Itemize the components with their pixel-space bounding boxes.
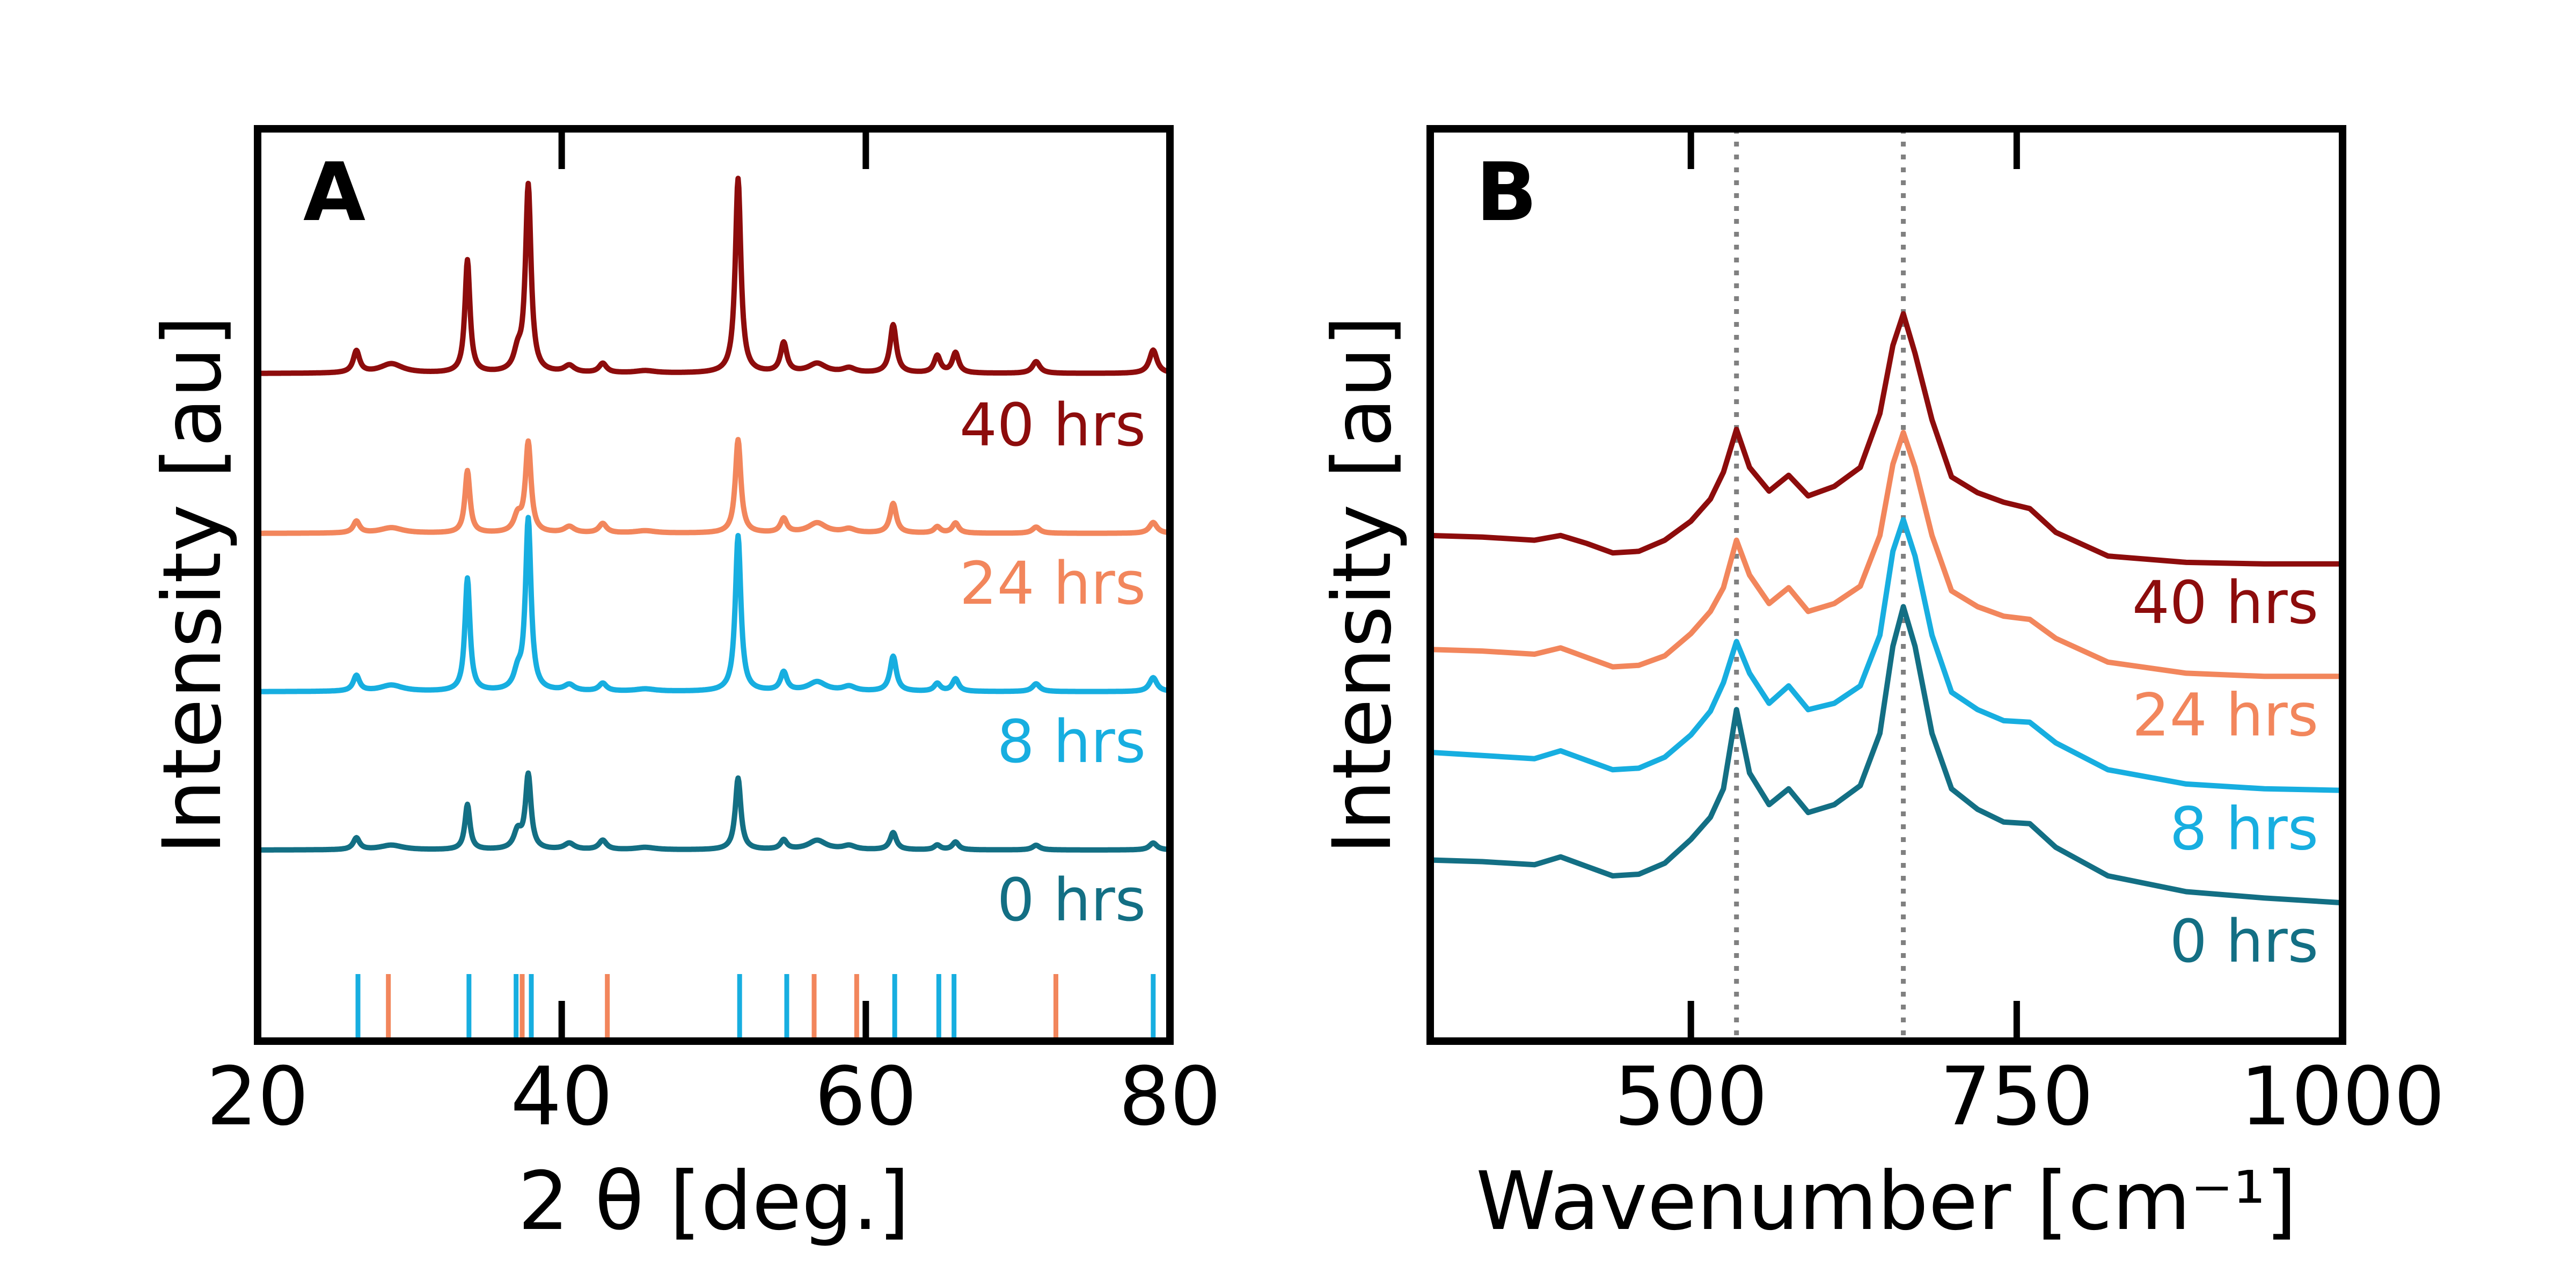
panel-b-x-tick-label-1: 750 — [1940, 1050, 2094, 1144]
panel-a-axis-ticks: 20 40 60 80 — [207, 129, 1221, 1144]
panel-b-axis-ticks: 500 750 1000 — [1614, 129, 2445, 1144]
panel-a-reference-ticks — [355, 974, 1156, 1037]
panel-a-series-group: 0 hrs 8 hrs 24 hrs 40 hrs — [255, 175, 1172, 934]
panel-b-x-tick-label-2: 1000 — [2240, 1050, 2445, 1144]
panel-b-series-label-3: 40 hrs — [2132, 568, 2318, 637]
panel-a-frame — [254, 125, 1174, 1045]
panel-b-series-2 — [1430, 430, 2343, 679]
panel-a-letter: A — [303, 146, 365, 239]
panel-a-x-tick-label-1: 40 — [510, 1050, 613, 1144]
panel-a-x-axis-label: 2 θ [deg.] — [518, 1155, 910, 1248]
panel-b-x-tick-label-0: 500 — [1614, 1050, 1768, 1144]
panel-b-series-label-1: 8 hrs — [2170, 795, 2318, 863]
panel-b-series-label-2: 24 hrs — [2132, 680, 2318, 749]
panel-b-series-1 — [1430, 517, 2343, 793]
panel-a-x-tick-label-3: 80 — [1119, 1050, 1221, 1144]
panel-a-series-label-0: 0 hrs — [997, 866, 1146, 934]
panel-a-series-0 — [255, 770, 1172, 853]
panel-b-series-0 — [1430, 604, 2343, 906]
panel-b-x-axis-label: Wavenumber [cm⁻¹] — [1476, 1155, 2297, 1248]
panel-b-letter: B — [1476, 146, 1537, 239]
panel-a-x-tick-label-2: 60 — [815, 1050, 917, 1144]
panel-a-x-tick-label-0: 20 — [207, 1050, 309, 1144]
panel-b-frame — [1426, 125, 2346, 1045]
panel-b-series-group: 0 hrs 8 hrs 24 hrs 40 hrs — [1430, 311, 2343, 976]
panel-a-series-1 — [255, 515, 1172, 694]
panel-a-series-3 — [255, 175, 1172, 376]
panel-a-y-axis-label: Intensity [au] — [146, 316, 239, 855]
panel-b-reference-lines — [1734, 129, 1906, 1041]
panel-b-series-label-0: 0 hrs — [2170, 907, 2318, 976]
panel-a-series-label-2: 24 hrs — [960, 549, 1146, 618]
panel-b-raman: 0 hrs 8 hrs 24 hrs 40 hrs 500 750 1000 B Wave… — [1316, 125, 2445, 1248]
panel-a-series-2 — [255, 437, 1172, 536]
panel-a-series-label-3: 40 hrs — [960, 391, 1146, 459]
panel-b-series-3 — [1430, 311, 2343, 567]
panel-b-y-axis-label: Intensity [au] — [1316, 316, 1409, 855]
panel-a-xrd: 0 hrs 8 hrs 24 hrs 40 hrs 20 40 60 80 A 2 θ [d… — [146, 125, 1221, 1248]
panel-a-series-label-1: 8 hrs — [997, 707, 1146, 776]
